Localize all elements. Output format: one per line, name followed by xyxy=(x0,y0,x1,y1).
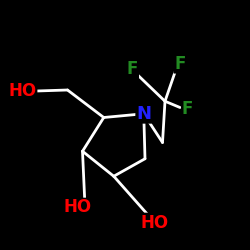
Text: HO: HO xyxy=(8,82,36,100)
Text: N: N xyxy=(136,105,151,123)
Text: F: F xyxy=(127,60,138,78)
Text: HO: HO xyxy=(64,198,92,216)
Text: F: F xyxy=(174,55,186,73)
Text: HO: HO xyxy=(141,214,169,232)
Text: F: F xyxy=(182,100,193,118)
